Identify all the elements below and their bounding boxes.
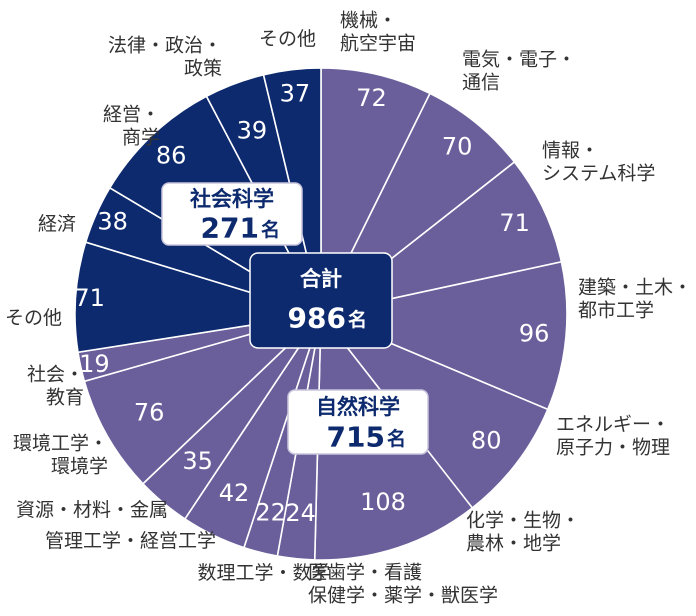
pie-value-label-15: 39 [237, 117, 268, 145]
pie-slice-10 [83, 313, 322, 485]
total-card-box [249, 252, 393, 349]
social-science-card-unit: 名 [261, 218, 280, 241]
natural-science-card-title: 自然科学 [316, 395, 400, 419]
pie-category-label-8: 数理工学・数学 [197, 562, 330, 584]
pie-value-label-5: 108 [360, 488, 406, 516]
pie-slice-12 [74, 241, 322, 354]
pie-category-labels: 機械・航空宇宙電気・電子・通信情報・システム科学建築・土木・都市工学エネルギー・… [5, 10, 692, 607]
pie-category-label-16: 社会・教育 [27, 364, 84, 409]
pie-value-label-4: 80 [471, 426, 502, 454]
pie-category-label-5: 化学・生物・農林・地学 [466, 510, 580, 555]
pie-value-label-13: 38 [97, 208, 128, 236]
pie-value-label-7: 22 [255, 499, 286, 527]
pie-category-label-12: その他 [5, 307, 62, 329]
pie-category-label-1: 電気・電子・通信 [462, 49, 576, 94]
total-card-title: 合計 [300, 267, 342, 291]
pie-category-label-14: 経営・商学 [103, 104, 160, 149]
pie-category-label-13: 経済 [38, 213, 76, 235]
pie-value-label-8: 42 [219, 479, 250, 507]
social-science-card-value: 271 [201, 212, 259, 245]
pie-value-label-2: 71 [499, 209, 530, 237]
natural-science-card-unit: 名 [387, 427, 406, 450]
pie-category-label-10: 資源・材料・金属 [16, 499, 168, 521]
pie-value-label-16: 37 [280, 80, 311, 108]
social-science-card: 社会科学 271 名 [161, 182, 303, 246]
pie-slice-4 [318, 312, 549, 510]
pie-value-label-11: 19 [79, 350, 110, 378]
pie-value-label-3: 96 [519, 320, 550, 348]
pie-value-label-1: 70 [442, 132, 473, 160]
pie-value-label-10: 76 [134, 398, 165, 426]
pie-value-label-9: 35 [182, 447, 213, 475]
natural-science-card-value: 715 [327, 421, 385, 454]
pie-category-label-6: 医歯学・看護保健学・薬学・獣医学 [308, 562, 498, 607]
social-science-card-title: 社会科学 [189, 187, 274, 211]
total-card-value: 986 [288, 302, 346, 335]
pie-category-label-9: 管理工学・経営工学 [45, 530, 216, 552]
pie-slice-3 [318, 260, 568, 411]
total-card-unit: 名 [348, 308, 367, 331]
pie-category-label-15: 法律・政治・政策 [108, 35, 222, 80]
pie-category-label-17: その他 [259, 28, 316, 50]
total-card: 合計 986 名 [249, 252, 393, 349]
pie-category-label-4: エネルギー・原子力・物理 [556, 414, 670, 459]
natural-science-card-box [287, 389, 429, 455]
pie-category-label-0: 機械・航空宇宙 [340, 10, 416, 55]
pie-value-label-14: 86 [156, 142, 187, 170]
social-science-card-box [161, 182, 303, 246]
pie-value-label-12: 71 [74, 284, 105, 312]
pie-value-label-0: 72 [356, 84, 387, 112]
pie-category-label-3: 建築・土木・都市工学 [578, 277, 692, 322]
pie-category-label-2: 情報・システム科学 [542, 140, 655, 185]
pie-category-label-11: 環境工学・環境学 [13, 433, 108, 478]
natural-science-card: 自然科学 715 名 [287, 389, 429, 455]
pie-value-label-6: 24 [285, 499, 316, 527]
